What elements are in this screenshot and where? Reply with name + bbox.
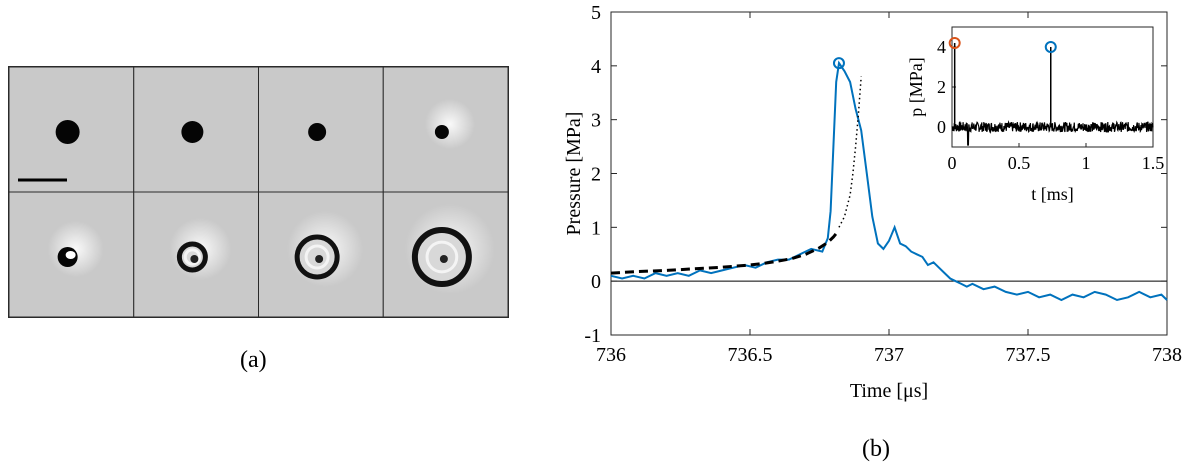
- x-axis-label: Time [μs]: [850, 380, 928, 402]
- image-frame: [133, 191, 259, 317]
- image-frame: [9, 191, 135, 317]
- y-tick-label: 5: [591, 2, 601, 24]
- x-tick-label: 737: [874, 344, 904, 366]
- y-tick-label: 2: [591, 164, 601, 186]
- y-tick-label: 1: [591, 217, 601, 239]
- bubble-inner-ring: [425, 240, 459, 274]
- x-tick-label: 736: [596, 344, 626, 366]
- image-sequence-panel: [8, 66, 509, 318]
- x-tick-label: 736.5: [728, 344, 773, 366]
- inset-chart: 0 0.5 1 1.5 0 2 4: [937, 26, 1165, 173]
- inset-peak-marker: [948, 37, 961, 49]
- image-frame: [9, 67, 135, 193]
- image-frames-grid: [9, 67, 508, 317]
- inset-y-tick-label: 2: [937, 77, 946, 97]
- inset-y-axis-label: p [MPa]: [906, 57, 926, 117]
- panel-b-caption: (b): [862, 436, 890, 462]
- bubble-core: [315, 255, 324, 263]
- main-axes: 736 736.5 737 737.5 738 -1 0 1 2 3 4 5: [584, 2, 1182, 366]
- x-tick-label: 738: [1152, 344, 1182, 366]
- y-tick-label: -1: [584, 325, 601, 347]
- inset-x-axis-label: t [ms]: [1031, 184, 1074, 204]
- inset-x-tick-label: 1.5: [1142, 153, 1165, 173]
- image-frame: [258, 67, 384, 193]
- inset-x-tick-label: 0: [948, 153, 957, 173]
- bubble-core: [439, 255, 448, 263]
- bubble-highlight: [65, 251, 76, 259]
- bubble: [434, 125, 449, 139]
- bubble-inner-ring: [304, 244, 330, 270]
- y-axis-label: Pressure [MPa]: [563, 112, 585, 236]
- bubble-core: [190, 255, 199, 263]
- series-dotted-line: [838, 76, 862, 228]
- inset-peak-marker: [1044, 41, 1057, 53]
- main-plot-area: [610, 57, 1168, 302]
- inset-noise-trace: [951, 120, 1154, 146]
- image-frame: [382, 191, 508, 317]
- y-tick-label: 0: [591, 271, 601, 293]
- bubble-inner-ring: [183, 248, 202, 266]
- y-tick-label: 3: [591, 110, 601, 132]
- bubble: [181, 121, 204, 143]
- image-frame: [258, 191, 384, 317]
- inset-y-tick-label: 0: [937, 117, 946, 137]
- series-dashed-line: [610, 229, 841, 275]
- inset-y-tick-label: 4: [937, 37, 946, 57]
- y-tick-label: 4: [591, 56, 601, 78]
- inset-x-tick-label: 0.5: [1008, 153, 1031, 173]
- panel-a-caption: (a): [240, 347, 267, 373]
- x-tick-label: 737.5: [1006, 344, 1051, 366]
- bubble: [308, 123, 327, 141]
- image-frame: [382, 67, 508, 193]
- series-solid-line: [610, 60, 1168, 302]
- inset-x-tick-label: 1: [1082, 153, 1091, 173]
- peak-marker: [832, 57, 845, 70]
- bubble: [55, 120, 80, 144]
